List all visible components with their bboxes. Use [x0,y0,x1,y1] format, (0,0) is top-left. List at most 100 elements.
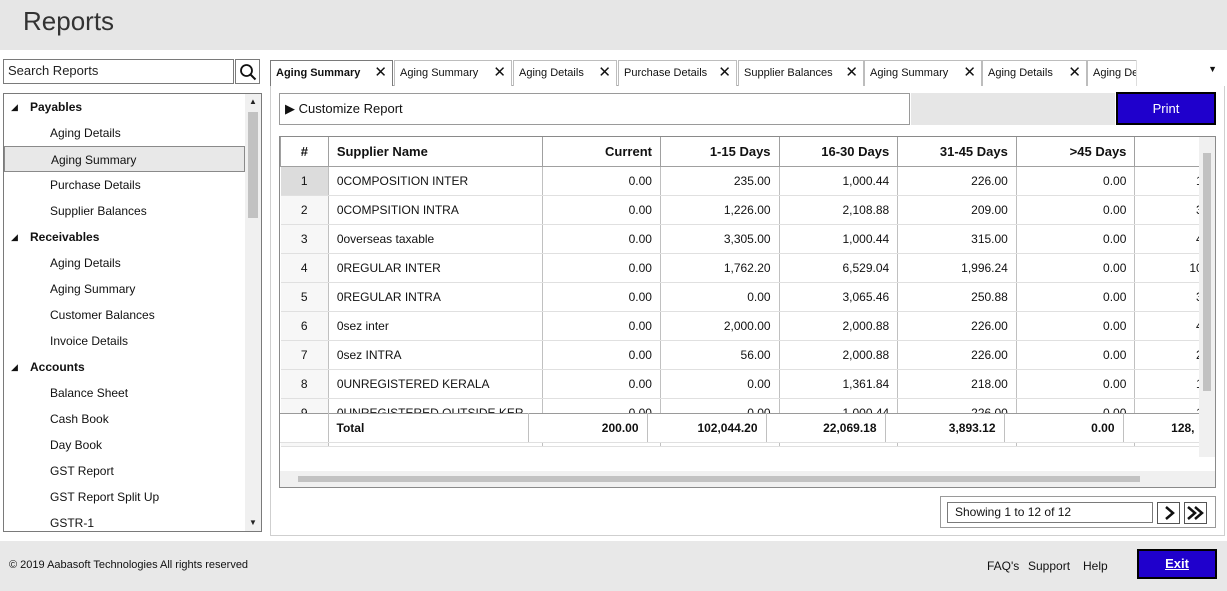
tab-supplier-balances[interactable]: Supplier Balances ✕ [738,60,864,86]
column-header-supplier-name[interactable]: Supplier Name [327,137,543,167]
tree-item-gst-report-split-up[interactable]: GST Report Split Up [50,490,160,504]
scroll-down-icon[interactable]: ▼ [249,518,257,527]
row-index-cell: 1 [280,166,329,196]
amount-cell: 0.00 [542,311,661,341]
faq-link[interactable]: FAQ's [987,559,1020,573]
table-row[interactable]: 2 0COMPSITION INTRA 0.00 1,226.00 2,108.88 20… [280,195,1215,225]
amount-cell: 0.00 [542,166,661,196]
tab-aging-summary[interactable]: Aging Summary ✕ [394,60,512,86]
tab-label: Aging De [1093,67,1137,79]
tree-item-cash-book[interactable]: Cash Book [50,412,109,426]
tree-item-supplier-balances[interactable]: Supplier Balances [50,204,147,218]
exit-button[interactable]: Exit [1137,549,1217,579]
close-icon[interactable]: ✕ [374,64,387,81]
table-row[interactable]: 5 0REGULAR INTRA 0.00 0.00 3,065.46 250.88 0.0… [280,282,1215,312]
tree-item-purchase-details[interactable]: Purchase Details [50,178,141,192]
tree-item-gst-report[interactable]: GST Report [50,464,114,478]
last-page-button[interactable] [1184,502,1207,524]
tree-group-label: Payables [30,100,83,114]
scroll-thumb[interactable] [298,476,1140,482]
collapse-triangle-icon[interactable]: ◢ [11,232,18,242]
chevron-down-icon[interactable]: ▼ [1208,64,1217,74]
help-link[interactable]: Help [1083,559,1108,573]
tree-item-aging-details[interactable]: Aging Details [50,126,121,140]
tab-aging-details[interactable]: Aging Details ✕ [982,60,1087,86]
supplier-name-cell: 0REGULAR INTER [328,253,543,283]
report-sidebar: Search Reports ◢ Payables Aging Details … [0,55,268,535]
customize-report-toggle[interactable]: ▶ Customize Report [279,93,910,125]
supplier-name-cell: 0UNREGISTERED KERALA [328,369,543,399]
close-icon[interactable]: ✕ [845,64,858,81]
amount-cell: 0.00 [1016,195,1136,225]
search-input[interactable]: Search Reports [3,59,234,84]
column-header-31-45-days[interactable]: 31-45 Days [897,137,1017,167]
row-index-cell: 2 [280,195,329,225]
row-index-cell: 3 [280,224,329,254]
amount-cell: 0.00 [1016,224,1136,254]
tree-group-payables[interactable]: ◢ Payables [4,94,82,120]
tree-item-aging-summary[interactable]: Aging Summary [50,282,136,296]
amount-cell: 2,108.88 [779,195,899,225]
support-link[interactable]: Support [1028,559,1071,573]
amount-cell: 0.00 [542,369,661,399]
tab-overflow-dropdown[interactable]: ▼ [1136,60,1225,86]
grid-horizontal-scrollbar[interactable] [280,471,1215,487]
tab-purchase-details[interactable]: Purchase Details ✕ [618,60,737,86]
tree-item-balance-sheet[interactable]: Balance Sheet [50,386,129,400]
tab-aging-summary[interactable]: Aging Summary ✕ [864,60,982,86]
table-row[interactable]: 4 0REGULAR INTER 0.00 1,762.20 6,529.04 1,996… [280,253,1215,283]
amount-cell: 226.00 [897,340,1017,370]
close-icon[interactable]: ✕ [1068,64,1081,81]
total-cell: 0.00 [1004,413,1124,443]
next-page-button[interactable] [1157,502,1180,524]
tab-label: Aging Summary [870,67,949,79]
tree-scrollbar[interactable]: ▲ ▼ [245,94,261,531]
table-row[interactable]: 6 0sez inter 0.00 2,000.00 2,000.88 226.00 0.0… [280,311,1215,341]
supplier-name-cell: 0sez inter [328,311,543,341]
row-index-cell: 6 [280,311,329,341]
tab-aging-details-partial[interactable]: Aging De [1087,60,1137,86]
report-tree: ◢ Payables Aging Details Aging Summary P… [3,93,262,532]
column-header-current[interactable]: Current [541,137,661,167]
scroll-thumb[interactable] [1203,153,1211,391]
amount-cell: 0.00 [1016,166,1136,196]
expand-arrow-icon: ▶ [285,101,295,116]
collapse-triangle-icon[interactable]: ◢ [11,102,18,112]
table-row[interactable]: 3 0overseas taxable 0.00 3,305.00 1,000.44 31… [280,224,1215,254]
column-header-16-30-days[interactable]: 16-30 Days [778,137,899,167]
tree-item-invoice-details[interactable]: Invoice Details [50,334,129,348]
row-index-cell: 8 [280,369,329,399]
amount-cell: 315.00 [897,224,1017,254]
search-button[interactable] [235,59,260,84]
tree-item-aging-summary[interactable]: Aging Summary [4,146,245,172]
scroll-up-icon[interactable]: ▲ [249,97,257,106]
tab-aging-summary[interactable]: Aging Summary ✕ [270,60,393,87]
tree-item-gstr-1[interactable]: GSTR-1 [50,516,95,530]
column-header-1-15-days[interactable]: 1-15 Days [659,137,780,167]
close-icon[interactable]: ✕ [718,64,731,81]
tab-aging-details[interactable]: Aging Details ✕ [513,60,617,86]
column-header-index[interactable]: # [280,137,329,167]
column-header-over-45-days[interactable]: >45 Days [1015,137,1136,167]
amount-cell: 0.00 [1016,253,1136,283]
pager-status: Showing 1 to 12 of 12 [947,502,1153,523]
total-cell [280,413,329,443]
amount-cell: 2,000.00 [660,311,780,341]
collapse-triangle-icon[interactable]: ◢ [11,362,18,372]
tree-item-aging-details[interactable]: Aging Details [50,256,121,270]
grid-vertical-scrollbar[interactable] [1199,137,1215,457]
amount-cell: 0.00 [1016,282,1136,312]
table-row[interactable]: 8 0UNREGISTERED KERALA 0.00 0.00 1,361.84 218… [280,369,1215,399]
close-icon[interactable]: ✕ [963,64,976,81]
scroll-thumb[interactable] [248,112,258,218]
tree-group-accounts[interactable]: ◢ Accounts [4,354,85,380]
total-cell: 22,069.18 [766,413,886,443]
close-icon[interactable]: ✕ [598,64,611,81]
tree-item-customer-balances[interactable]: Customer Balances [50,308,155,322]
table-row[interactable]: 1 0COMPOSITION INTER 0.00 235.00 1,000.44 226… [280,166,1215,196]
close-icon[interactable]: ✕ [493,64,506,81]
print-button[interactable]: Print [1116,92,1216,125]
tree-item-day-book[interactable]: Day Book [50,438,103,452]
tree-group-receivables[interactable]: ◢ Receivables [4,224,99,250]
